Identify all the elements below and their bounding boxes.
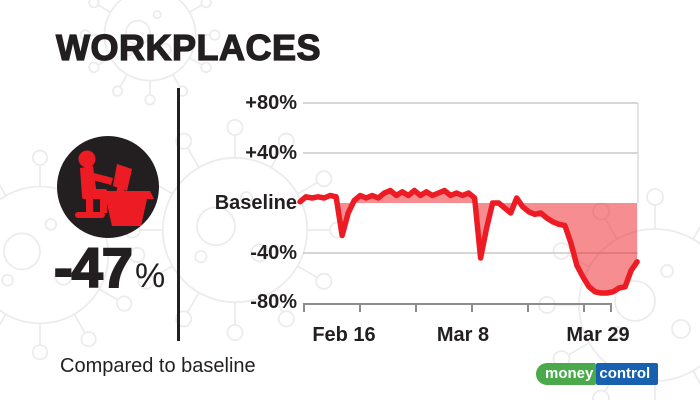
stat-unit: %: [134, 257, 166, 295]
person-at-desk-icon: [57, 136, 159, 238]
moneycontrol-logo: money control: [536, 363, 659, 385]
vertical-divider: [177, 88, 180, 341]
y-tick-plus-80: +80%: [245, 92, 297, 114]
y-tick-plus-40: +40%: [245, 142, 297, 164]
y-tick-minus-40: -40%: [250, 242, 297, 264]
caption: Compared to baseline: [60, 355, 256, 377]
workplace-icon-badge: [57, 136, 159, 238]
x-tick-mar29: Mar 29: [566, 324, 630, 346]
below-baseline-area: [337, 190, 638, 293]
y-tick-minus-80: -80%: [250, 291, 297, 313]
y-tick-baseline: Baseline: [214, 192, 297, 214]
stat-value: -47: [53, 236, 134, 299]
logo-control: control: [596, 363, 659, 385]
x-tick-feb16: Feb 16: [312, 324, 376, 346]
headline-stat: -47 %: [53, 236, 166, 299]
x-axis: [303, 303, 612, 312]
x-tick-mar8: Mar 8: [436, 324, 490, 346]
logo-money: money: [536, 363, 597, 385]
mobility-line: [297, 187, 640, 296]
page-title: WORKPLACES: [55, 26, 321, 68]
